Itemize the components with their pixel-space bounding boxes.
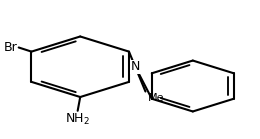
Text: NH$_2$: NH$_2$	[65, 112, 90, 127]
Text: Br: Br	[4, 41, 17, 54]
Text: Me: Me	[148, 93, 165, 103]
Text: N: N	[131, 60, 140, 73]
